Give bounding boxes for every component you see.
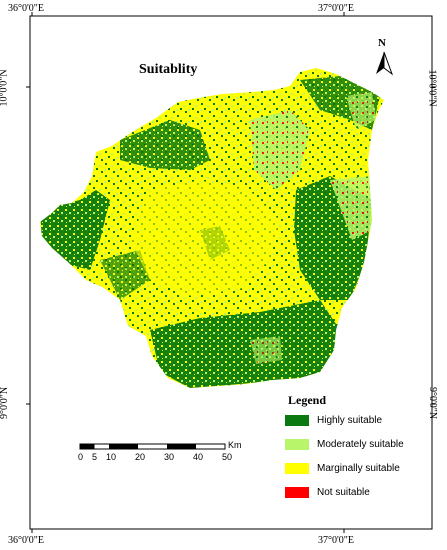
scale-tick-label: 0 [78,452,84,462]
legend-swatch [285,486,309,498]
legend-item: Not suitable [285,485,370,499]
north-arrow-icon [376,51,394,76]
suitability-region [40,68,384,388]
coord-bottom-left: 36°0'0"E [8,535,44,546]
scale-tick-label: 50 [222,452,233,462]
legend-item: Highly suitable [285,413,382,427]
legend-item: Marginally suitable [285,461,400,475]
map-title: Suitablity [139,62,198,77]
coord-top-right: 37°0'0"E [318,3,354,14]
legend-swatch [285,414,309,426]
scale-unit: Km [228,440,242,450]
legend-swatch [285,438,309,450]
scale-tick-label: 20 [135,452,146,462]
scale-bar [79,443,226,450]
legend-swatch [285,462,309,474]
coord-bottom-right: 37°0'0"E [318,535,354,546]
map-frame [29,15,433,530]
scale-tick-label: 40 [193,452,204,462]
legend-item: Moderately suitable [285,437,404,451]
legend-label: Highly suitable [317,414,383,426]
legend-title: Legend [288,393,327,407]
legend-label: Moderately suitable [317,438,404,450]
scale-tick-label: 5 [92,452,98,462]
coord-top-left: 36°0'0"E [8,3,44,14]
scale-tick-label: 30 [164,452,175,462]
scale-tick-label: 10 [106,452,117,462]
north-label: N [378,37,386,49]
legend-label: Marginally suitable [317,462,400,474]
legend-label: Not suitable [317,486,370,498]
